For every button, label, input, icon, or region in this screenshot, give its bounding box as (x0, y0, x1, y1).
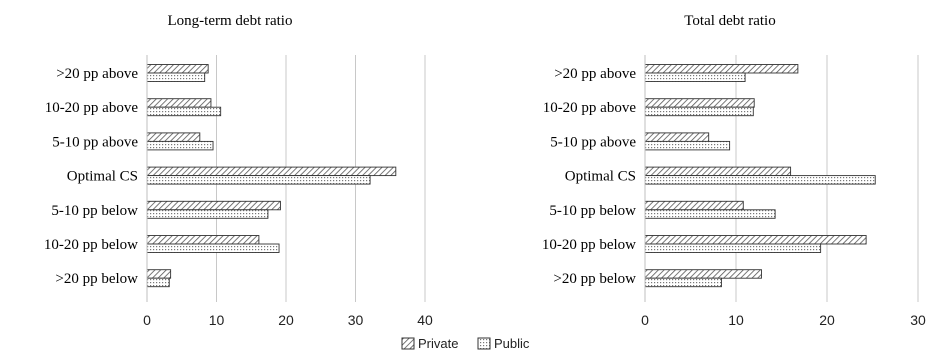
bar-private (644, 166, 792, 177)
bar-public (644, 140, 731, 151)
category-label: >20 pp below (55, 271, 138, 287)
x-tick-label: 30 (910, 312, 926, 328)
bar-private (146, 132, 201, 142)
bar-public (644, 277, 722, 288)
legend-label: Public (494, 336, 530, 351)
bar-public (644, 209, 776, 219)
bar-public (146, 72, 206, 82)
bar-private (644, 132, 710, 142)
x-tick-label: 0 (641, 312, 649, 328)
x-tick-label: 0 (143, 312, 151, 328)
bar-public (644, 106, 754, 117)
bar-public (146, 209, 269, 219)
legend: Private Public (401, 336, 530, 351)
bar-public (644, 243, 822, 253)
bar-private (146, 269, 172, 279)
bar-private (644, 269, 762, 279)
x-tick-label: 20 (819, 312, 835, 328)
x-tick-label: 30 (348, 312, 364, 328)
chart-title: Long-term debt ratio (168, 13, 293, 29)
x-tick-label: 20 (278, 312, 294, 328)
bar-public (644, 175, 876, 185)
category-label: 5-10 pp above (550, 134, 636, 150)
x-tick-label: 40 (417, 312, 433, 328)
category-label: 10-20 pp below (542, 237, 636, 253)
legend-item-private: Private (401, 336, 458, 351)
bar-private (644, 64, 799, 74)
bar-private (644, 200, 744, 211)
category-label: Optimal CS (565, 169, 636, 185)
legend-item-public: Public (477, 336, 530, 351)
x-tick-label: 10 (209, 312, 225, 328)
bar-private (146, 166, 397, 177)
bar-private (146, 200, 281, 211)
bar-public (146, 175, 371, 185)
bar-private (146, 98, 212, 108)
legend-swatch (401, 337, 415, 350)
category-label: 10-20 pp below (44, 237, 138, 253)
x-tick-label: 10 (728, 312, 744, 328)
legend-swatch (477, 337, 491, 350)
category-label: 5-10 pp below (549, 203, 636, 219)
bar-private (644, 98, 755, 108)
category-label: 5-10 pp below (51, 203, 138, 219)
category-label: >20 pp below (553, 271, 636, 287)
bar-public (146, 277, 170, 288)
category-label: >20 pp above (56, 66, 138, 82)
bar-public (644, 72, 746, 82)
bar-public (146, 106, 222, 117)
chart-panel-2: Total debt ratio >20 pp above 10-20 pp abo… (542, 13, 926, 328)
bar-public (146, 140, 214, 151)
category-label: 5-10 pp above (52, 134, 138, 150)
bar-public (146, 243, 280, 253)
category-label: 10-20 pp above (45, 100, 139, 116)
legend-label: Private (418, 336, 458, 351)
category-label: >20 pp above (554, 66, 636, 82)
category-label: 10-20 pp above (543, 100, 637, 116)
category-label: Optimal CS (67, 169, 138, 185)
bar-private (146, 64, 209, 74)
bar-private (644, 235, 867, 245)
chart-title: Total debt ratio (684, 13, 775, 29)
bar-private (146, 235, 260, 245)
chart-panel-1: Long-term debt ratio >20 pp above 10-20 pp… (44, 13, 433, 328)
